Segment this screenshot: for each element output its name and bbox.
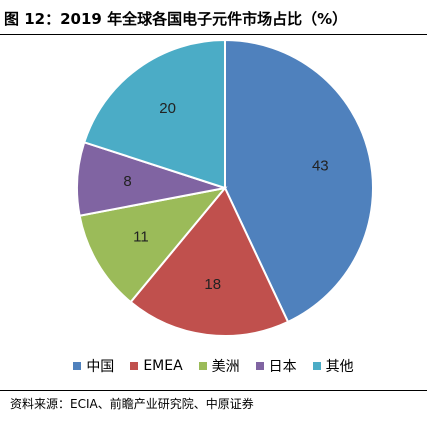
legend-label-3: 日本 — [268, 359, 297, 375]
pie-slice-1 — [129, 186, 290, 336]
chart-legend: 中国 EMEA 美洲 日本 其他 — [0, 355, 427, 377]
source-note: 资料来源：ECIA、前瞻产业研究院、中原证券 — [10, 397, 254, 411]
legend-label-4: 其他 — [325, 359, 354, 375]
legend-item-4: 其他 — [312, 356, 354, 376]
pie-labels: 43 18 11 8 20 — [123, 100, 328, 293]
legend-item-0: 中国 — [73, 356, 114, 376]
pie-chart: 43 18 11 8 20 — [76, 38, 374, 336]
legend-item-2: 美洲 — [198, 356, 240, 376]
legend-item-1: EMEA — [130, 358, 183, 374]
slice-value-label-1: 18 — [204, 276, 221, 293]
pie-slices — [76, 38, 374, 336]
pie-slice-2 — [78, 186, 228, 304]
legend-label-0: 中国 — [86, 359, 115, 375]
slice-value-label-4: 20 — [159, 100, 176, 117]
legend-swatch-2 — [198, 362, 207, 370]
slice-value-label-0: 43 — [312, 158, 329, 175]
slice-value-label-2: 11 — [133, 229, 149, 246]
legend-swatch-3 — [255, 362, 264, 370]
title-rule — [0, 34, 427, 35]
legend-swatch-1 — [130, 362, 139, 370]
legend-swatch-4 — [312, 362, 321, 370]
legend-item-3: 日本 — [255, 356, 297, 376]
source-rule — [0, 390, 427, 391]
legend-label-2: 美洲 — [211, 359, 240, 375]
slice-value-label-3: 8 — [123, 173, 131, 190]
chart-title: 图 12：2019 年全球各国电子元件市场占比（%） — [4, 10, 348, 28]
legend-swatch-0 — [73, 362, 82, 370]
pie-slice-0 — [224, 38, 374, 324]
legend-label-1: EMEA — [143, 358, 183, 374]
pie-slice-4 — [82, 38, 226, 190]
